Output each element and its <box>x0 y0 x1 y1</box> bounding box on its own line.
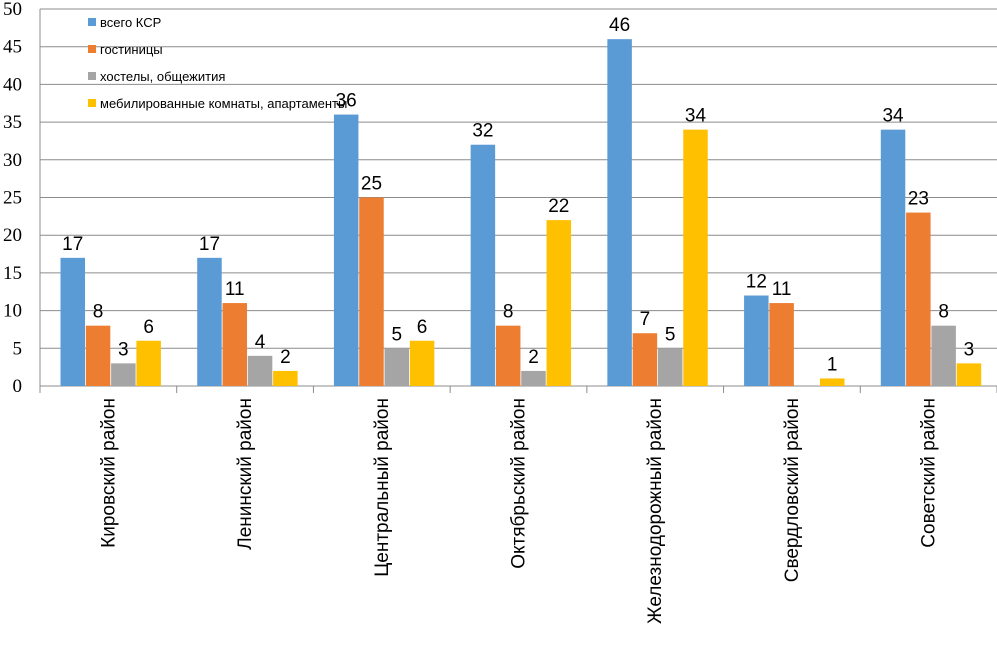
bar <box>546 220 572 386</box>
y-tick-label: 15 <box>3 263 22 284</box>
data-label: 36 <box>336 91 357 112</box>
bar <box>657 348 683 386</box>
legend-swatch <box>88 99 96 107</box>
y-tick-label: 40 <box>3 74 22 95</box>
bar <box>111 363 136 386</box>
data-label: 32 <box>472 121 493 142</box>
data-label: 23 <box>908 189 929 210</box>
bar <box>521 370 546 386</box>
y-tick-label: 30 <box>3 150 22 171</box>
legend-label: гостиницы <box>100 42 163 57</box>
bar <box>409 340 435 386</box>
bar <box>247 355 273 386</box>
legend-swatch <box>88 18 96 26</box>
data-label: 3 <box>964 339 975 360</box>
data-label: 2 <box>280 347 291 368</box>
bar <box>85 325 111 386</box>
data-label: 11 <box>772 279 792 300</box>
bar <box>495 325 521 386</box>
legend-swatch <box>88 72 96 80</box>
bar <box>880 129 906 386</box>
legend: всего КСР гостиницы хостелы, общежития меби… <box>88 15 347 111</box>
data-label: 2 <box>528 347 539 368</box>
data-label: 6 <box>417 317 428 338</box>
data-label: 8 <box>503 302 514 323</box>
bar <box>384 348 410 386</box>
data-label: 46 <box>609 15 630 36</box>
bars <box>60 39 982 386</box>
bar <box>632 333 658 386</box>
category-label: Свердловский район <box>782 398 803 582</box>
data-label: 17 <box>62 234 83 255</box>
bar <box>333 114 359 386</box>
category-label: Ленинский район <box>235 398 256 550</box>
legend-swatch <box>88 45 96 53</box>
bar <box>60 257 85 386</box>
category-label: Железнодорожный район <box>645 398 666 624</box>
data-label: 1 <box>827 354 838 375</box>
bar <box>197 257 222 386</box>
bar <box>906 212 931 386</box>
y-tick-label: 5 <box>13 338 23 359</box>
data-label: 25 <box>361 174 382 195</box>
data-label: 8 <box>93 302 104 323</box>
bar <box>956 363 982 386</box>
y-tick-label: 35 <box>3 112 22 133</box>
data-label: 5 <box>665 324 676 345</box>
legend-label: мебилированные комнаты, апартаменты <box>100 96 347 111</box>
data-label: 5 <box>391 324 402 345</box>
data-label: 11 <box>225 279 245 300</box>
bar <box>470 144 496 386</box>
y-tick-label: 25 <box>3 188 22 209</box>
data-label: 7 <box>640 309 651 330</box>
y-tick-label: 10 <box>3 301 22 322</box>
bar <box>607 39 632 386</box>
y-tick-label: 45 <box>3 37 22 58</box>
y-tick-label: 50 <box>3 0 22 20</box>
y-tick-label: 20 <box>3 225 22 246</box>
data-label: 34 <box>882 106 904 127</box>
gridlines <box>40 8 997 349</box>
bar <box>819 378 845 386</box>
bar <box>683 129 708 386</box>
data-label: 22 <box>548 196 569 217</box>
data-label: 8 <box>938 302 949 323</box>
data-label: 12 <box>746 272 767 293</box>
legend-label: всего КСР <box>100 15 161 30</box>
data-label: 3 <box>118 339 129 360</box>
data-label: 34 <box>685 106 707 127</box>
legend-label: хостелы, общежития <box>100 69 225 84</box>
bar <box>359 197 384 386</box>
category-label: Советский район <box>919 398 940 548</box>
data-label: 4 <box>255 332 266 353</box>
category-label: Центральный район <box>372 398 393 577</box>
y-tick-label: 0 <box>13 376 23 397</box>
data-label: 17 <box>199 234 220 255</box>
data-label: 6 <box>143 317 154 338</box>
category-label: Октябрьский район <box>509 398 530 569</box>
bar <box>273 370 298 386</box>
category-labels: Кировский район Ленинский район Центральны… <box>98 398 939 624</box>
bar <box>931 325 956 386</box>
bar <box>136 340 161 386</box>
bar <box>744 295 769 386</box>
bar <box>769 303 794 386</box>
bar <box>222 303 248 386</box>
category-label: Кировский район <box>98 398 119 548</box>
